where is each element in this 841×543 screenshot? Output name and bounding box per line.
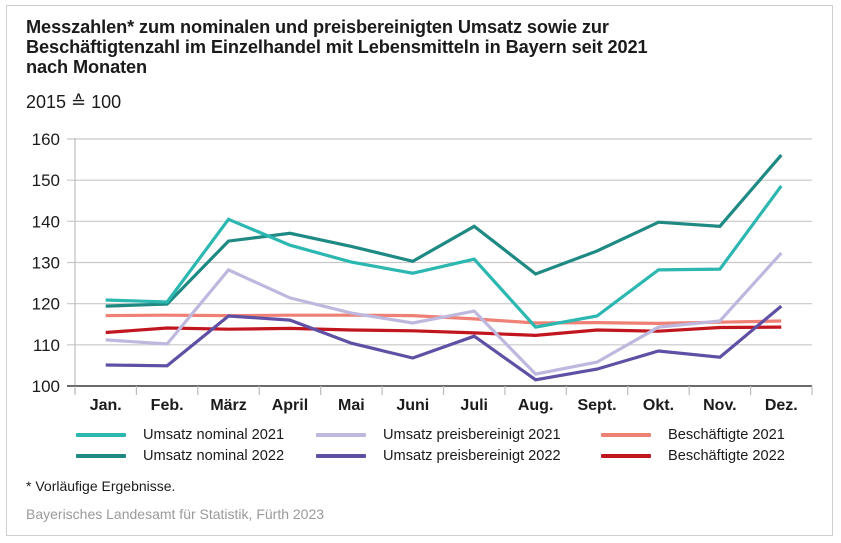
- x-tick-label: Juli: [460, 397, 488, 414]
- x-tick-label: Feb.: [151, 397, 184, 414]
- x-tick-label: Aug.: [518, 397, 554, 414]
- x-tick-label: Jan.: [90, 397, 122, 414]
- legend-item: Beschäftigte 2022: [601, 447, 785, 465]
- x-tick-label: März: [210, 397, 246, 414]
- legend-swatch: [316, 454, 366, 458]
- x-tick-label: Dez.: [765, 397, 798, 414]
- chart-subtitle: 2015 ≙ 100: [26, 92, 122, 112]
- series-lines: [105, 154, 783, 382]
- x-axis: Jan. Feb. März April Mai Juni Juli Aug. Sept. Okt…: [67, 385, 813, 414]
- series-line-umsatz-preisbereinigt-2022: [105, 304, 783, 382]
- y-tick-label: 110: [33, 336, 60, 355]
- y-tick-label: 150: [32, 171, 60, 190]
- x-tick-label: Sept.: [577, 397, 616, 414]
- legend-item: Umsatz nominal 2021: [76, 426, 284, 444]
- legend-item: Umsatz preisbereinigt 2022: [316, 447, 561, 465]
- legend-swatch: [76, 454, 126, 458]
- x-tick-label: Mai: [338, 397, 365, 414]
- series-line-beschäftigte-2022: [105, 325, 782, 338]
- legend: Umsatz nominal 2021 Umsatz nominal 2022 …: [0, 426, 841, 466]
- legend-item: Umsatz nominal 2022: [76, 447, 284, 465]
- y-tick-label: 140: [32, 212, 60, 231]
- legend-label: Beschäftigte 2022: [668, 448, 785, 464]
- x-tick-label: Okt.: [643, 397, 674, 414]
- series-line-umsatz-nominal-2021: [105, 184, 783, 329]
- x-tick-label: April: [272, 397, 308, 414]
- legend-label: Umsatz nominal 2021: [143, 427, 285, 443]
- footnote: * Vorläufige Ergebnisse.: [26, 478, 176, 494]
- legend-label: Umsatz nominal 2022: [143, 448, 285, 464]
- legend-swatch: [316, 433, 366, 437]
- x-tick-label: Juni: [396, 397, 429, 414]
- legend-label: Beschäftigte 2021: [668, 427, 785, 443]
- legend-item: Umsatz preisbereinigt 2021: [316, 426, 561, 444]
- series-line-umsatz-preisbereinigt-2021: [105, 251, 783, 376]
- series-line-umsatz-nominal-2022: [105, 154, 783, 308]
- y-tick-label: 160: [32, 130, 60, 149]
- legend-label: Umsatz preisbereinigt 2022: [383, 448, 561, 464]
- title-line-2: Beschäftigtenzahl im Einzelhandel mit Le…: [26, 37, 648, 57]
- title-line-3: nach Monaten: [26, 57, 148, 77]
- y-axis-ticks: 100 110 120 130 140 150 160: [32, 130, 60, 396]
- title-line-1: Messzahlen* zum nominalen und preisberei…: [26, 17, 609, 37]
- legend-swatch: [76, 433, 126, 437]
- source-note: Bayerisches Landesamt für Statistik, Für…: [26, 506, 325, 522]
- y-tick-label: 100: [32, 377, 60, 396]
- line-chart: 100 110 120 130 140 150 160 Jan. Feb. März April M…: [32, 130, 813, 414]
- legend-swatch: [601, 433, 651, 437]
- legend-item: Beschäftigte 2021: [601, 426, 785, 444]
- y-tick-label: 130: [32, 254, 60, 273]
- chart-title: Messzahlen* zum nominalen und preisberei…: [26, 17, 806, 77]
- y-tick-label: 120: [32, 295, 60, 314]
- x-tick-label: Nov.: [703, 397, 736, 414]
- legend-label: Umsatz preisbereinigt 2021: [383, 427, 561, 443]
- legend-swatch: [601, 454, 651, 458]
